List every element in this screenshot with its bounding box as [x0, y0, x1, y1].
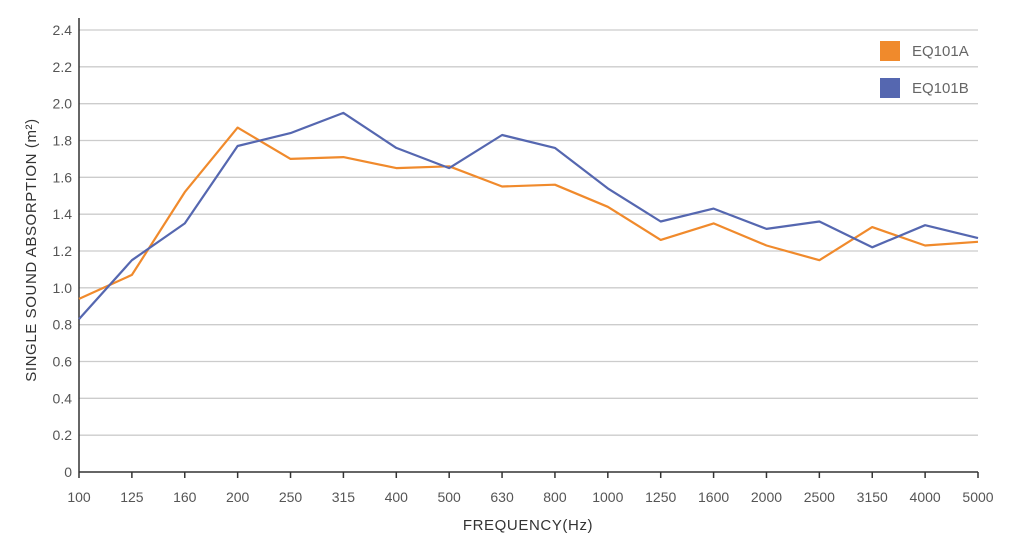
legend-label-eq101b: EQ101B [912, 80, 969, 97]
y-tick-label: 0.6 [53, 354, 73, 370]
axes [78, 18, 978, 473]
legend: EQ101A EQ101B [880, 41, 969, 98]
y-tick-label: 0 [64, 464, 72, 480]
x-axis-title: FREQUENCY(Hz) [463, 517, 593, 534]
y-tick-label: 1.4 [53, 206, 73, 222]
y-tick-label: 1.0 [53, 280, 73, 296]
y-tick-label: 1.8 [53, 133, 73, 149]
series-lines [78, 111, 979, 320]
x-tick-label: 5000 [962, 489, 993, 505]
x-tick-label: 500 [437, 489, 461, 505]
x-tick-label: 160 [173, 489, 197, 505]
x-tick-label: 800 [543, 489, 567, 505]
x-tick-label: 1600 [698, 489, 729, 505]
series-line-eq101b [78, 111, 979, 320]
x-tick-label: 250 [279, 489, 303, 505]
y-tick-label: 2.0 [53, 96, 73, 112]
x-tick-label: 3150 [857, 489, 888, 505]
legend-label-eq101a: EQ101A [912, 43, 969, 60]
y-tick-label: 0.8 [53, 317, 73, 333]
y-tick-label: 0.2 [53, 427, 73, 443]
x-tick-label: 125 [120, 489, 144, 505]
legend-swatch-eq101b [880, 78, 900, 98]
x-tick-label: 315 [332, 489, 356, 505]
x-tick-label: 630 [490, 489, 514, 505]
x-tick-label: 1000 [592, 489, 623, 505]
x-tick-label: 2500 [804, 489, 835, 505]
x-tick-label: 100 [67, 489, 91, 505]
y-tick-labels: 0 0.2 0.4 0.6 0.8 1.0 1.2 1.4 1.6 1.8 2.0 2.2 2.4 [53, 22, 73, 480]
x-tick-label: 400 [385, 489, 409, 505]
x-tick-label: 4000 [910, 489, 941, 505]
x-tick-label: 200 [226, 489, 250, 505]
y-tick-label: 0.4 [53, 390, 73, 406]
y-tick-label: 1.2 [53, 243, 73, 259]
x-tick-labels: 100 125 160 200 250 315 400 500 630 800 1000 1250 16… [67, 472, 994, 505]
y-tick-label: 1.6 [53, 169, 73, 185]
x-tick-label: 2000 [751, 489, 782, 505]
y-tick-label: 2.4 [53, 22, 73, 38]
legend-swatch-eq101a [880, 41, 900, 61]
x-tick-label: 1250 [645, 489, 676, 505]
y-axis-title: SINGLE SOUND ABSORPTION (m²) [23, 118, 40, 382]
series-line-eq101a [78, 126, 979, 300]
y-tick-label: 2.2 [53, 59, 73, 75]
